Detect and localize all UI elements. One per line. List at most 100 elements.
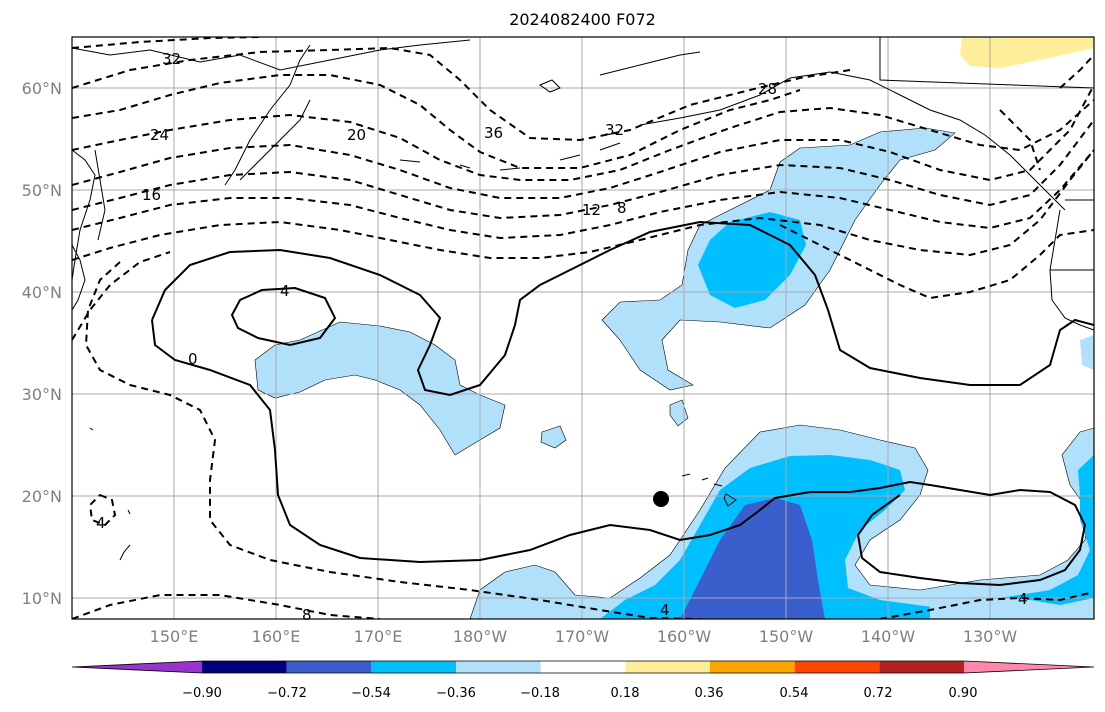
colorbar-segment (456, 661, 541, 673)
light-blue-patch-east (1080, 335, 1094, 370)
canada-border (879, 37, 1094, 89)
latitude-labels: 60°N 50°N 40°N 30°N 20°N 10°N (22, 79, 62, 608)
contour-label: 0 (188, 350, 198, 368)
location-marker (653, 491, 669, 507)
lat-label: 10°N (22, 589, 62, 608)
contour-label: 4 (280, 282, 290, 300)
longitude-labels: 150°E 160°E 170°E 180°W 170°W 160°W 150°… (150, 627, 1018, 646)
map-title: 2024082400 F072 (509, 10, 656, 29)
contour-labels: 32 24 16 20 36 32 28 12 8 4 0 4 8 4 4 (96, 50, 1028, 624)
colorbar-ticks: −0.90 −0.72 −0.54 −0.36 −0.18 0.18 0.36 … (182, 686, 977, 701)
colorbar-tick-label: −0.18 (520, 686, 560, 701)
contour-label: 28 (758, 80, 777, 98)
contour-label: 20 (347, 126, 366, 144)
contour-20 (72, 99, 1094, 181)
map-frame (71, 36, 1095, 620)
alaska-peninsula (639, 71, 1066, 211)
contour-0-south (151, 319, 1087, 587)
colorbar-outline (71, 660, 1095, 674)
contour-8 (72, 149, 1094, 240)
anomaly-shading (254, 37, 1094, 619)
colorbar-tick-label: 0.90 (949, 686, 978, 701)
japan-coastline (72, 244, 86, 311)
colorbar-segment (202, 661, 287, 673)
colorbar-segment (710, 661, 795, 673)
colorbar-tick-label: −0.90 (182, 686, 222, 701)
contour-4-south-east (879, 591, 1094, 619)
lat-label: 60°N (22, 79, 62, 98)
contour-label: 32 (162, 50, 181, 68)
contour-4-closed (230, 286, 337, 347)
pink-strip (930, 595, 1094, 619)
sky-blue-patch-east (1078, 455, 1094, 500)
lon-label: 150°E (150, 627, 199, 646)
contour-8-south (72, 594, 381, 619)
st-lawrence-island (538, 79, 561, 93)
lat-label: 40°N (22, 283, 62, 302)
colorbar-tick-label: 0.54 (780, 686, 809, 701)
colorbar-extend-high (964, 661, 1094, 673)
lon-label: 180°W (453, 627, 508, 646)
kamchatka-coastline-2 (239, 99, 311, 181)
contour-label: 4 (1018, 590, 1028, 608)
lon-label: 160°W (657, 627, 712, 646)
colorbar-tick-label: 0.18 (611, 686, 640, 701)
solid-contours (151, 220, 1094, 587)
contour-4-outer (72, 224, 1094, 341)
colorbar-tick-label: −0.72 (267, 686, 307, 701)
colorbar-segment (371, 661, 456, 673)
colorbar-segment (286, 661, 372, 673)
contour-4-islands (88, 493, 117, 527)
colorbar-segment (625, 661, 710, 673)
north-america-west-coast (1049, 209, 1094, 331)
lon-label: 150°W (759, 627, 814, 646)
russia-north-coast (72, 39, 471, 71)
contour-label: 16 (142, 186, 161, 204)
contour-label: 8 (617, 199, 627, 217)
colorbar (71, 660, 1095, 674)
colorbar-tick-label: −0.36 (436, 686, 476, 701)
contour-4-north (72, 149, 1094, 261)
contour-label: 8 (302, 606, 312, 624)
contour-label: 12 (582, 201, 601, 219)
contour-label: 4 (660, 601, 670, 619)
positive-anomaly-region (960, 37, 1094, 68)
contour-12 (72, 119, 1094, 220)
light-blue-patch-small (540, 425, 567, 449)
lon-label: 170°E (354, 627, 403, 646)
contour-16 (72, 84, 1094, 199)
lat-label: 50°N (22, 181, 62, 200)
contour-4-west-loop (84, 261, 701, 619)
dashed-contours (72, 37, 1094, 619)
light-blue-region-central (254, 321, 506, 456)
contour-label: 36 (484, 124, 503, 142)
small-islands-west (89, 427, 131, 561)
colorbar-segment (879, 661, 964, 673)
lat-label: 30°N (22, 385, 62, 404)
sky-blue-region-northeast (698, 212, 806, 308)
contour-east-1 (999, 54, 1094, 171)
colorbar-segment (794, 661, 880, 673)
contour-24-west (72, 74, 801, 169)
hawaii-islands (681, 473, 737, 507)
contour-28-west (72, 46, 851, 142)
royal-blue-region-south (680, 498, 825, 619)
colorbar-tick-label: 0.72 (864, 686, 893, 701)
colorbar-extend-low (72, 661, 202, 673)
colorbar-tick-label: 0.36 (695, 686, 724, 701)
lon-label: 160°E (252, 627, 301, 646)
lon-label: 170°W (555, 627, 610, 646)
lat-label: 20°N (22, 487, 62, 506)
contour-label: 24 (150, 126, 169, 144)
colorbar-segment (540, 661, 626, 673)
contour-label: 4 (96, 514, 106, 532)
kamchatka-coastline (224, 44, 311, 186)
contour-0 (151, 220, 1094, 397)
contour-label: 32 (605, 121, 624, 139)
lon-label: 130°W (963, 627, 1018, 646)
colorbar-tick-label: −0.54 (351, 686, 391, 701)
alaska-west (599, 51, 701, 76)
lon-label: 140°W (861, 627, 916, 646)
aleutian-islands (399, 142, 621, 171)
